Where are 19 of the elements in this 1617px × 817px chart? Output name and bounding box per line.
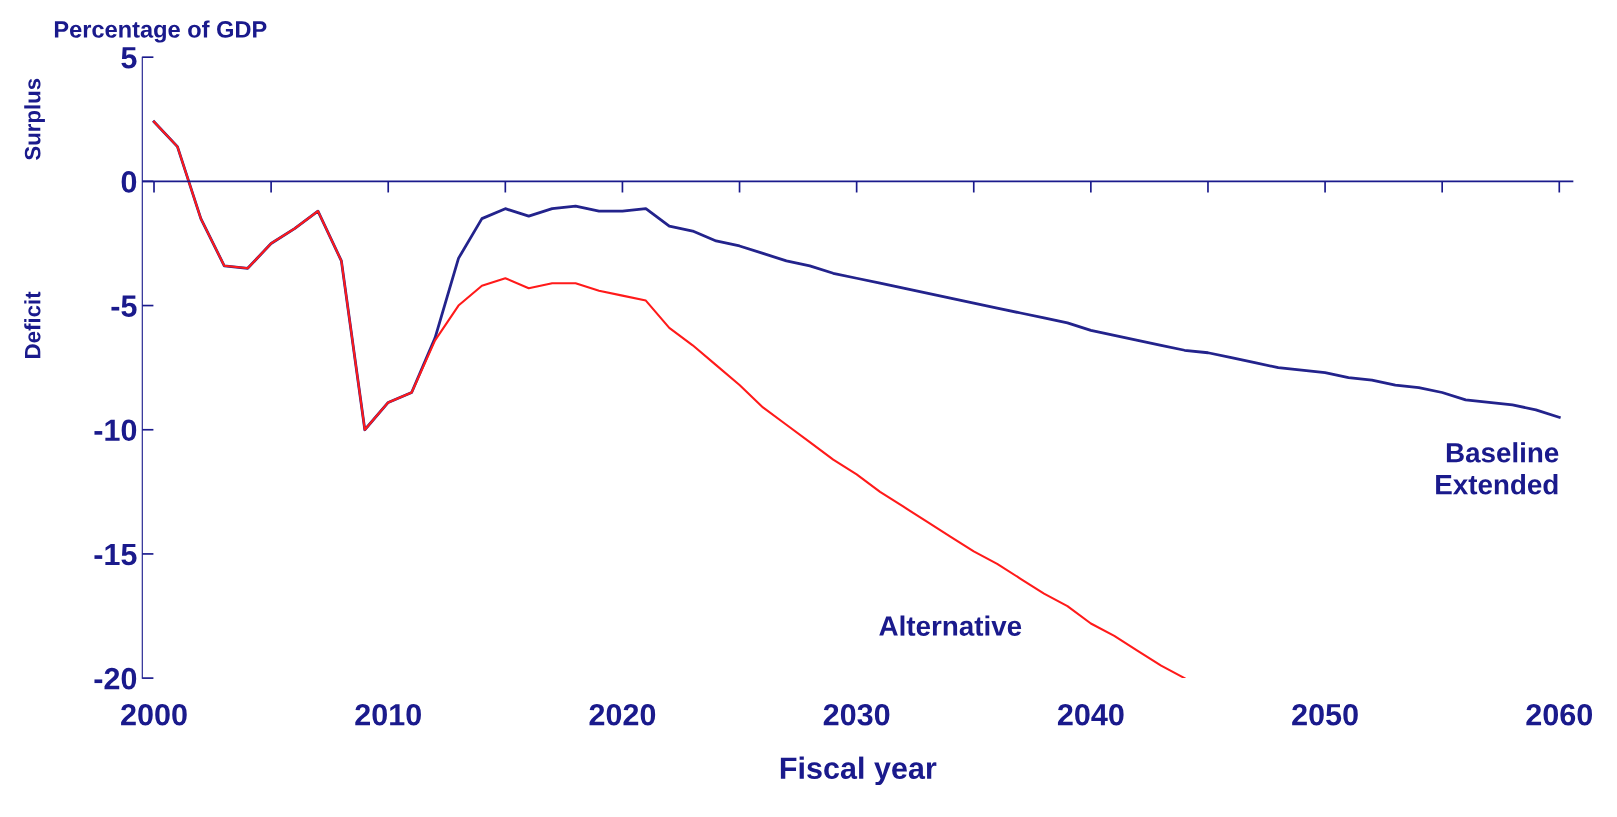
y-axis-title: Percentage of GDP (54, 20, 267, 43)
y-tick-label: -5 (111, 295, 137, 317)
y-tick-label: -10 (94, 419, 137, 442)
series-label: Baseline Extended (1436, 442, 1559, 495)
x-tick-label: 2050 (1292, 703, 1358, 726)
x-tick-label: 2030 (823, 703, 890, 726)
x-tick-label: 2000 (121, 703, 187, 726)
y-tick-label: 0 (121, 171, 137, 193)
x-tick-label: 2020 (589, 703, 656, 726)
x-tick-label: 2060 (1526, 703, 1593, 726)
x-axis-title: Fiscal year (780, 756, 937, 786)
y-tick-label: -15 (94, 543, 137, 566)
text: Surplus (24, 78, 45, 160)
y-tick-label: 5 (121, 47, 137, 69)
x-tick-label: 2010 (355, 703, 421, 726)
text: Deficit (24, 291, 41, 358)
x-tick-label: 2040 (1057, 703, 1124, 726)
series-label: Alternative (879, 615, 1022, 636)
y-tick-label: -20 (94, 667, 137, 690)
